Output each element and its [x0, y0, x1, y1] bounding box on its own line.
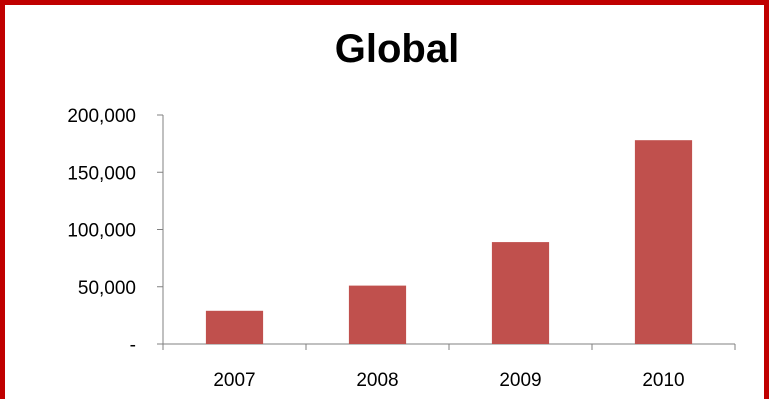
x-tick-label: 2008	[356, 370, 398, 391]
x-tick-label: 2010	[642, 370, 684, 391]
x-tick-label: 2007	[213, 370, 255, 391]
bar-2007	[205, 310, 264, 344]
plot-area: - 50,000 100,000 150,000 200,000 2007 2008 2009…	[67, 106, 736, 391]
bar-2008	[348, 285, 407, 344]
x-tick-label: 2009	[499, 370, 541, 391]
y-tick-label: 200,000	[67, 106, 136, 127]
chart-title: Global	[335, 27, 459, 71]
bar-2010	[634, 140, 693, 344]
bar-2009	[491, 242, 550, 344]
y-tick-label: 50,000	[78, 278, 136, 299]
y-tick-label: 100,000	[67, 221, 136, 242]
y-tick-label: -	[130, 335, 136, 356]
y-tick-label: 150,000	[67, 163, 136, 184]
